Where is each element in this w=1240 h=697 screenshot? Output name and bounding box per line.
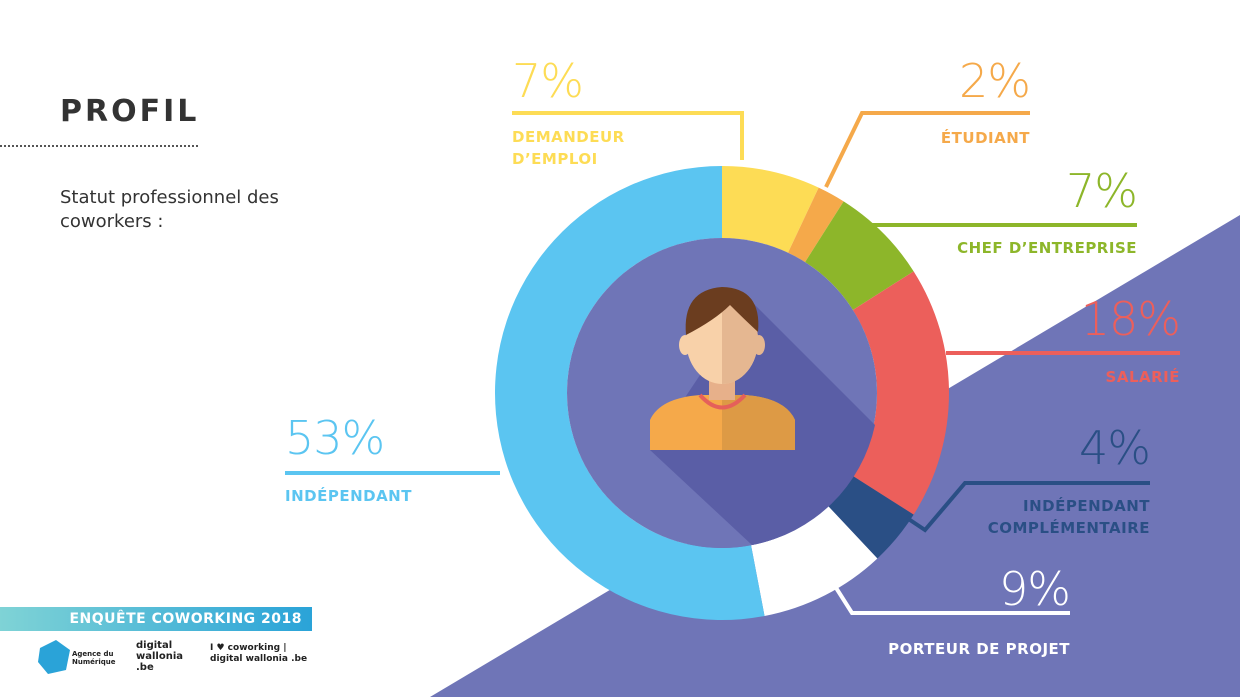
donut-slice bbox=[852, 271, 949, 515]
value-label: 9% bbox=[999, 562, 1071, 616]
leader-line bbox=[824, 111, 1030, 188]
leader-line bbox=[905, 481, 1150, 533]
footer-banner: ENQUÊTE COWORKING 2018 bbox=[0, 607, 312, 631]
donut-slice bbox=[805, 201, 914, 310]
leader-lines bbox=[285, 111, 1180, 615]
donut-slice bbox=[751, 505, 878, 616]
leader-line bbox=[831, 581, 1070, 615]
category-label: CHEF D’ENTREPRISE bbox=[957, 239, 1137, 257]
value-label: 7% bbox=[512, 54, 584, 108]
value-label: 4% bbox=[1079, 421, 1151, 475]
divider bbox=[0, 145, 198, 147]
donut-slice bbox=[828, 476, 914, 559]
value-label: 53% bbox=[285, 411, 385, 465]
logo-icon bbox=[38, 640, 70, 674]
logo-text: Agence du Numérique bbox=[72, 650, 116, 666]
donut-slice bbox=[787, 187, 844, 263]
value-label: 2% bbox=[959, 54, 1031, 108]
donut-slice bbox=[722, 166, 819, 253]
category-label: ÉTUDIANT bbox=[940, 129, 1030, 147]
chart-subtitle: Statut professionnel des coworkers : bbox=[60, 187, 279, 232]
logo-text: digital wallonia .be bbox=[136, 640, 184, 673]
value-label: 7% bbox=[1066, 164, 1138, 218]
donut-slice bbox=[494, 165, 765, 620]
category-label: SALARIÉ bbox=[1105, 368, 1180, 386]
leader-line bbox=[512, 111, 744, 160]
chart-title: PROFIL bbox=[60, 94, 200, 129]
logo-text: I ♥ coworking | digital wallonia .be bbox=[210, 643, 308, 664]
value-label: 18% bbox=[1080, 292, 1181, 346]
category-label: INDÉPENDANT bbox=[285, 487, 412, 505]
avatar-icon bbox=[567, 238, 877, 548]
category-label: PORTEUR DE PROJET bbox=[888, 640, 1070, 658]
category-label: INDÉPENDANT COMPLÉMENTAIRE bbox=[987, 497, 1150, 537]
category-label: DEMANDEUR D’EMPLOI bbox=[512, 128, 625, 168]
donut bbox=[494, 165, 949, 620]
